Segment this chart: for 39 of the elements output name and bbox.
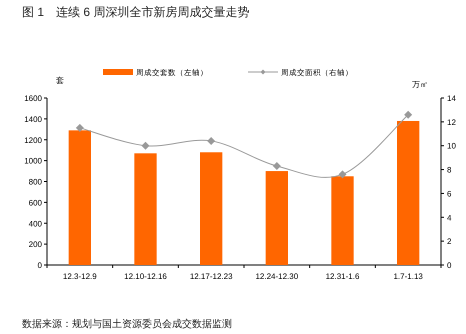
point [76,124,84,132]
y-tick-label: 1000 [24,156,43,166]
x-tick-label: 12.31-1.6 [326,272,360,281]
point [142,142,150,150]
y2-tick-label: 4 [447,213,452,222]
y2-tick-label: 14 [447,94,456,103]
y-tick-label: 1600 [24,94,43,103]
y2-tick-label: 6 [447,189,452,198]
x-tick-label: 12.17-12.23 [190,272,234,281]
chart-title: 图 1 连续 6 周深圳全市新房周成交量走势 [22,5,250,19]
y-tick-label: 0 [38,261,43,270]
bar [266,171,288,265]
bar [134,153,157,265]
point [272,162,281,170]
y-tick-label: 200 [28,240,43,250]
y2-tick-label: 0 [447,261,452,270]
y2-axis-title: 万㎡ [412,80,428,89]
bar [200,152,222,265]
y-tick-label: 1200 [24,136,43,145]
y-tick-label: 400 [28,219,43,228]
y-tick-label: 800 [28,178,43,186]
y-tick-label: 1400 [24,114,43,124]
x-tick-label: 12.10-12.16 [124,272,168,281]
source-note: 数据来源：规划与国土资源委员会成交数据监测 [22,318,232,330]
y-axis-title: 套 [56,76,64,85]
point [207,136,216,145]
x-tick-label: 1.7-1.13 [393,272,424,281]
y2-tick-label: 2 [447,237,452,246]
x-tick-label: 12.24-12.30 [255,272,299,281]
y-tick-label: 600 [28,198,43,208]
bar [331,176,354,265]
y2-tick-label: 10 [447,142,456,151]
bar [68,130,91,265]
y2-tick-label: 12 [447,118,456,127]
bar [397,120,420,265]
x-tick-label: 12.3-12.9 [62,272,98,281]
point [404,110,412,119]
y2-tick-label: 8 [447,166,452,175]
point [338,170,346,178]
